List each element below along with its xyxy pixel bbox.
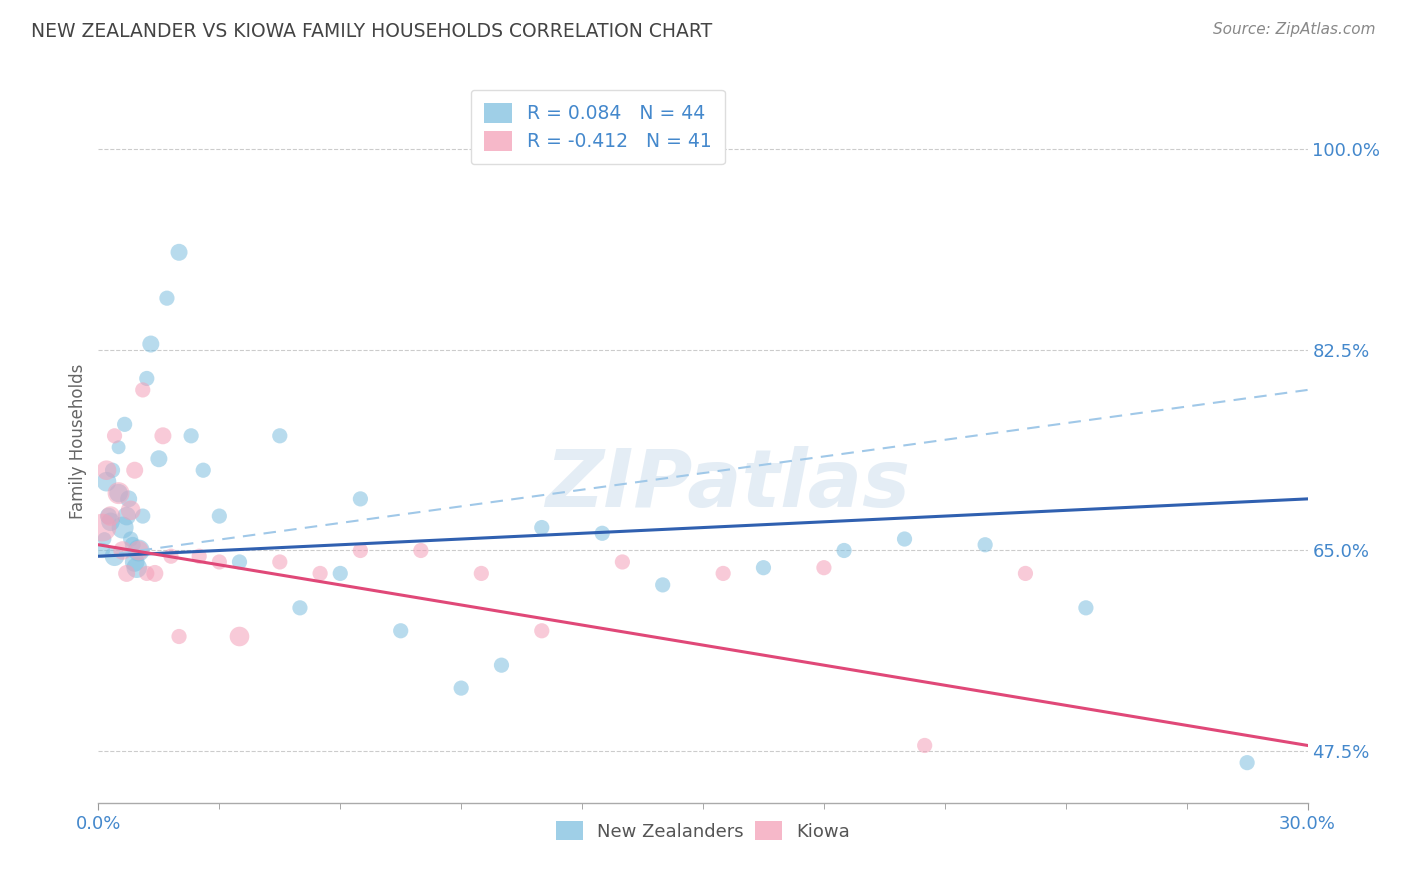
Point bbox=[832, 543, 855, 558]
Point bbox=[160, 549, 183, 564]
Text: Source: ZipAtlas.com: Source: ZipAtlas.com bbox=[1212, 22, 1375, 37]
Point bbox=[651, 578, 673, 592]
Point bbox=[208, 509, 231, 524]
Point bbox=[228, 630, 250, 644]
Point bbox=[115, 566, 138, 581]
Point bbox=[156, 291, 179, 305]
Point bbox=[1277, 830, 1299, 845]
Point bbox=[128, 543, 150, 558]
Point bbox=[107, 486, 129, 500]
Point bbox=[111, 520, 134, 534]
Point bbox=[135, 371, 157, 385]
Point bbox=[208, 555, 231, 569]
Point bbox=[125, 560, 148, 574]
Point bbox=[93, 532, 115, 546]
Point bbox=[288, 600, 311, 615]
Point bbox=[893, 532, 915, 546]
Point bbox=[91, 543, 114, 558]
Point bbox=[97, 509, 120, 524]
Legend: New Zealanders, Kiowa: New Zealanders, Kiowa bbox=[548, 814, 858, 848]
Point bbox=[167, 245, 190, 260]
Point bbox=[91, 520, 114, 534]
Point bbox=[152, 429, 174, 443]
Point bbox=[139, 337, 162, 351]
Point bbox=[103, 549, 125, 564]
Text: ZIPatlas: ZIPatlas bbox=[544, 446, 910, 524]
Point bbox=[101, 463, 124, 477]
Point bbox=[974, 538, 997, 552]
Point bbox=[914, 739, 936, 753]
Y-axis label: Family Households: Family Households bbox=[69, 364, 87, 519]
Point bbox=[107, 486, 129, 500]
Point bbox=[450, 681, 472, 695]
Text: NEW ZEALANDER VS KIOWA FAMILY HOUSEHOLDS CORRELATION CHART: NEW ZEALANDER VS KIOWA FAMILY HOUSEHOLDS… bbox=[31, 22, 713, 41]
Point bbox=[349, 491, 371, 506]
Point bbox=[530, 520, 553, 534]
Point bbox=[115, 509, 138, 524]
Point bbox=[409, 543, 432, 558]
Point bbox=[1014, 566, 1036, 581]
Point bbox=[132, 383, 155, 397]
Point bbox=[120, 503, 142, 517]
Point bbox=[491, 658, 513, 673]
Point bbox=[96, 463, 118, 477]
Point bbox=[120, 532, 142, 546]
Point bbox=[118, 491, 141, 506]
Point bbox=[148, 451, 170, 466]
Point bbox=[121, 538, 143, 552]
Point bbox=[591, 526, 613, 541]
Point bbox=[143, 566, 166, 581]
Point bbox=[167, 630, 190, 644]
Point bbox=[470, 566, 492, 581]
Point bbox=[188, 549, 211, 564]
Point bbox=[228, 555, 250, 569]
Point bbox=[114, 417, 136, 432]
Point bbox=[128, 543, 150, 558]
Point bbox=[100, 515, 122, 529]
Point bbox=[100, 509, 122, 524]
Point bbox=[124, 555, 146, 569]
Point bbox=[269, 429, 291, 443]
Point bbox=[1236, 756, 1258, 770]
Point bbox=[329, 566, 352, 581]
Point bbox=[752, 560, 775, 574]
Point bbox=[349, 543, 371, 558]
Point bbox=[96, 475, 118, 489]
Point bbox=[309, 566, 332, 581]
Point bbox=[124, 463, 146, 477]
Point bbox=[107, 440, 129, 454]
Point bbox=[711, 566, 734, 581]
Point bbox=[813, 560, 835, 574]
Point bbox=[269, 555, 291, 569]
Point bbox=[389, 624, 412, 638]
Point bbox=[135, 566, 157, 581]
Point bbox=[132, 509, 155, 524]
Point bbox=[193, 463, 215, 477]
Point bbox=[530, 624, 553, 638]
Point bbox=[1074, 600, 1097, 615]
Point bbox=[612, 555, 634, 569]
Point bbox=[103, 429, 125, 443]
Point bbox=[111, 543, 134, 558]
Point bbox=[180, 429, 202, 443]
